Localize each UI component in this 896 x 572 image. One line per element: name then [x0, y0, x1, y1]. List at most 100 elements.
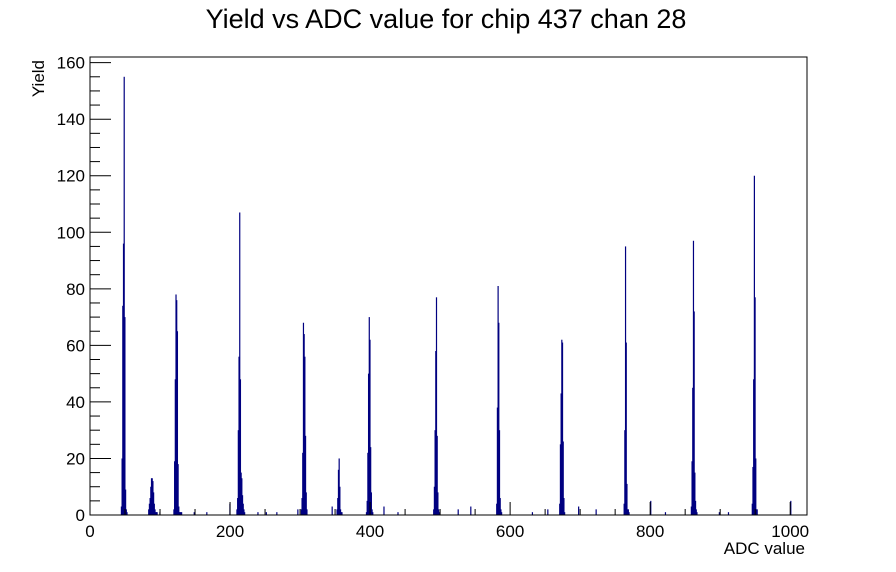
histogram-bar [499, 498, 501, 515]
histogram-bar [176, 300, 178, 515]
histogram-bar [244, 512, 246, 515]
histogram-bar [125, 509, 127, 515]
histogram-bar [756, 509, 758, 515]
histogram-bar [691, 461, 693, 515]
chart-title: Yield vs ADC value for chip 437 chan 28 [206, 4, 687, 34]
histogram-bar [302, 452, 304, 515]
histogram-bar [301, 498, 303, 515]
histogram-bar [122, 243, 125, 515]
histogram-bar [755, 458, 757, 515]
histogram-bar [154, 509, 156, 515]
histogram-bar [340, 512, 342, 515]
histogram-bar [150, 486, 152, 515]
histogram-bar [496, 407, 499, 515]
histogram-bar [124, 317, 126, 515]
histogram-bar [718, 512, 720, 515]
histogram-bar [304, 356, 306, 515]
histogram-bar [176, 331, 179, 515]
histogram-bar [276, 512, 278, 515]
histogram-bar [755, 509, 758, 515]
histogram-bar [239, 379, 242, 515]
histogram-bar [243, 509, 245, 515]
histogram-bar [367, 452, 369, 515]
histogram-bar [174, 461, 176, 515]
x-tick-label: 400 [356, 522, 384, 541]
histogram-bar [562, 441, 564, 515]
histogram-bars [120, 76, 792, 516]
histogram-bar [173, 509, 175, 515]
histogram-bar [122, 305, 124, 515]
histogram-bar [559, 503, 561, 515]
histogram-bar [242, 503, 244, 515]
y-tick-label: 140 [57, 110, 85, 129]
histogram-bar [436, 435, 438, 515]
histogram-bar [304, 435, 307, 515]
histogram-bar [497, 286, 499, 515]
histogram-bar [149, 498, 151, 515]
histogram-bar [152, 481, 154, 515]
histogram-bar [690, 506, 692, 515]
histogram-bar [437, 492, 439, 515]
histogram-bar [754, 297, 756, 515]
y-tick-label: 120 [57, 167, 85, 186]
histogram-bar [178, 506, 180, 515]
histogram-bar [623, 503, 625, 515]
histogram-bar [595, 509, 597, 515]
y-tick-label: 0 [76, 506, 85, 525]
histogram-bar [628, 512, 630, 515]
y-axis-label: Yield [29, 60, 48, 97]
histogram-bar [625, 342, 627, 515]
histogram-bar [155, 512, 158, 515]
histogram-bar [237, 498, 239, 515]
y-tick-label: 100 [57, 223, 85, 242]
histogram-bar [341, 512, 343, 515]
histogram-bar [561, 339, 563, 515]
histogram-bar [627, 509, 629, 515]
histogram-bar [650, 500, 652, 515]
histogram-bar [339, 486, 341, 515]
histogram-bar [457, 509, 459, 515]
histogram-bar [498, 430, 501, 515]
histogram-bar [365, 512, 368, 515]
histogram-bar [155, 512, 157, 515]
histogram-bar [300, 509, 302, 515]
histogram-bar [236, 509, 238, 515]
histogram-bar [121, 458, 123, 515]
histogram-bar [126, 512, 128, 515]
histogram-bar [368, 317, 370, 515]
x-tick-label: 800 [636, 522, 664, 541]
x-axis-label: ADC value [724, 539, 805, 558]
histogram-bar [531, 512, 534, 515]
plot-frame [89, 56, 808, 516]
histogram-bar [337, 498, 339, 515]
histogram-bar [338, 458, 340, 515]
histogram-bar [727, 512, 730, 515]
histogram-bar [433, 509, 435, 515]
histogram-bar [753, 175, 755, 516]
histogram-bar [564, 512, 566, 515]
histogram-bar [694, 472, 696, 515]
histogram-bar [438, 512, 440, 515]
histogram-bar [125, 489, 127, 515]
histogram-bar [306, 509, 308, 515]
histogram-bar [265, 512, 267, 515]
histogram-bar [751, 503, 753, 515]
histogram-bar [438, 509, 440, 515]
histogram-bar [397, 512, 399, 515]
histogram-bar [434, 430, 436, 515]
histogram-bar [174, 379, 176, 515]
y-tick-label: 40 [66, 393, 85, 412]
histogram-bar [371, 509, 373, 515]
histogram-bar [370, 492, 372, 515]
histogram-bar [561, 342, 564, 515]
histogram-bar [547, 509, 549, 515]
histogram-bar [206, 512, 208, 515]
histogram-bar [370, 447, 372, 515]
histogram-bar [151, 478, 153, 515]
histogram-bar [366, 500, 368, 515]
histogram-bar [305, 492, 307, 515]
histogram-bar [559, 444, 562, 515]
histogram-bar [624, 430, 626, 515]
histogram-bar [563, 498, 565, 515]
histogram-bar [339, 509, 342, 515]
